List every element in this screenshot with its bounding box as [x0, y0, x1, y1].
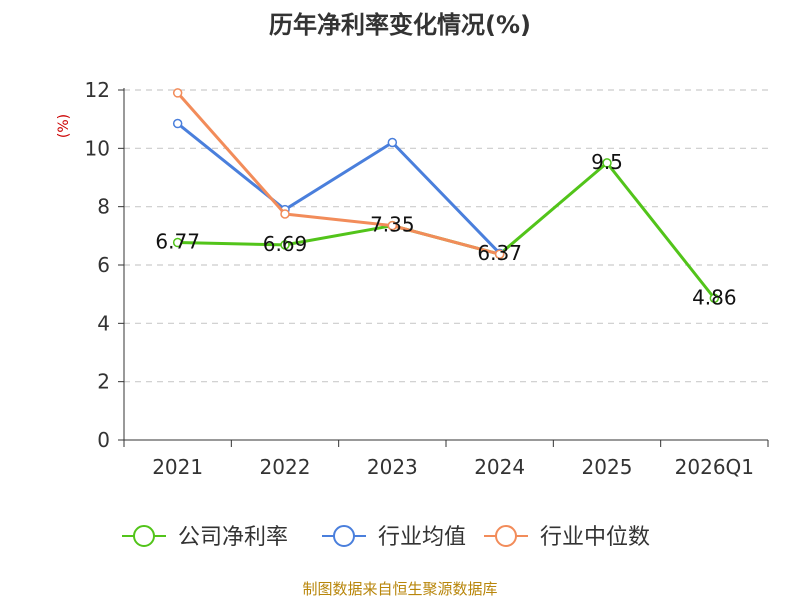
- data-label: 9.5: [591, 150, 623, 174]
- x-tick-label: 2025: [582, 455, 633, 479]
- legend-label: 行业中位数: [540, 525, 650, 550]
- data-point: [172, 118, 183, 129]
- legend-swatch-marker: [133, 525, 155, 547]
- data-label: 7.35: [370, 213, 415, 237]
- chart-title: 历年净利率变化情况(%): [269, 11, 531, 39]
- x-tick-label: 2024: [474, 455, 525, 479]
- legend-swatch-marker: [495, 525, 517, 547]
- series-line: [176, 122, 501, 255]
- data-point: [280, 209, 290, 219]
- data-point: [709, 293, 720, 303]
- y-tick-label: 12: [85, 78, 110, 102]
- y-tick-label: 0: [97, 428, 110, 452]
- data-point: [172, 237, 183, 248]
- series-line: [176, 91, 501, 256]
- data-label: 6.77: [155, 230, 200, 254]
- data-label: 6.69: [263, 232, 308, 256]
- legend-label: 公司净利率: [178, 525, 288, 550]
- data-label: 6.37: [477, 241, 522, 265]
- data-label: 4.86: [692, 285, 737, 309]
- data-point: [387, 137, 398, 148]
- series-lines: [172, 88, 720, 303]
- y-tick-label: 10: [85, 136, 110, 160]
- y-tick-label: 2: [97, 370, 110, 394]
- x-tick-label: 2026Q1: [675, 455, 754, 479]
- grid-lines: [124, 89, 768, 383]
- x-tick-label: 2021: [152, 455, 203, 479]
- legend-swatch-marker: [333, 525, 355, 547]
- x-tick-label: 2022: [260, 455, 311, 479]
- data-point: [602, 158, 612, 168]
- y-tick-label: 6: [97, 253, 110, 277]
- y-axis-unit-label: (%): [56, 114, 72, 138]
- data-point: [280, 240, 290, 250]
- data-point: [494, 249, 505, 259]
- data-point: [387, 220, 398, 231]
- legend-label: 行业均值: [378, 525, 466, 550]
- y-tick-label: 4: [97, 311, 110, 335]
- x-tick-label: 2023: [367, 455, 418, 479]
- y-tick-label: 8: [97, 195, 110, 219]
- data-point: [172, 88, 183, 98]
- legend: 公司净利率 行业均值 行业中位数: [122, 525, 650, 550]
- source-note: 制图数据来自恒生聚源数据库: [302, 580, 497, 598]
- axes: 0 2 4 6 8 10 12 2021 2022 2023 2024 2025 2026Q1: [85, 78, 769, 479]
- data-labels: 6.77 6.69 7.35 6.37 9.5 4.86: [155, 150, 736, 309]
